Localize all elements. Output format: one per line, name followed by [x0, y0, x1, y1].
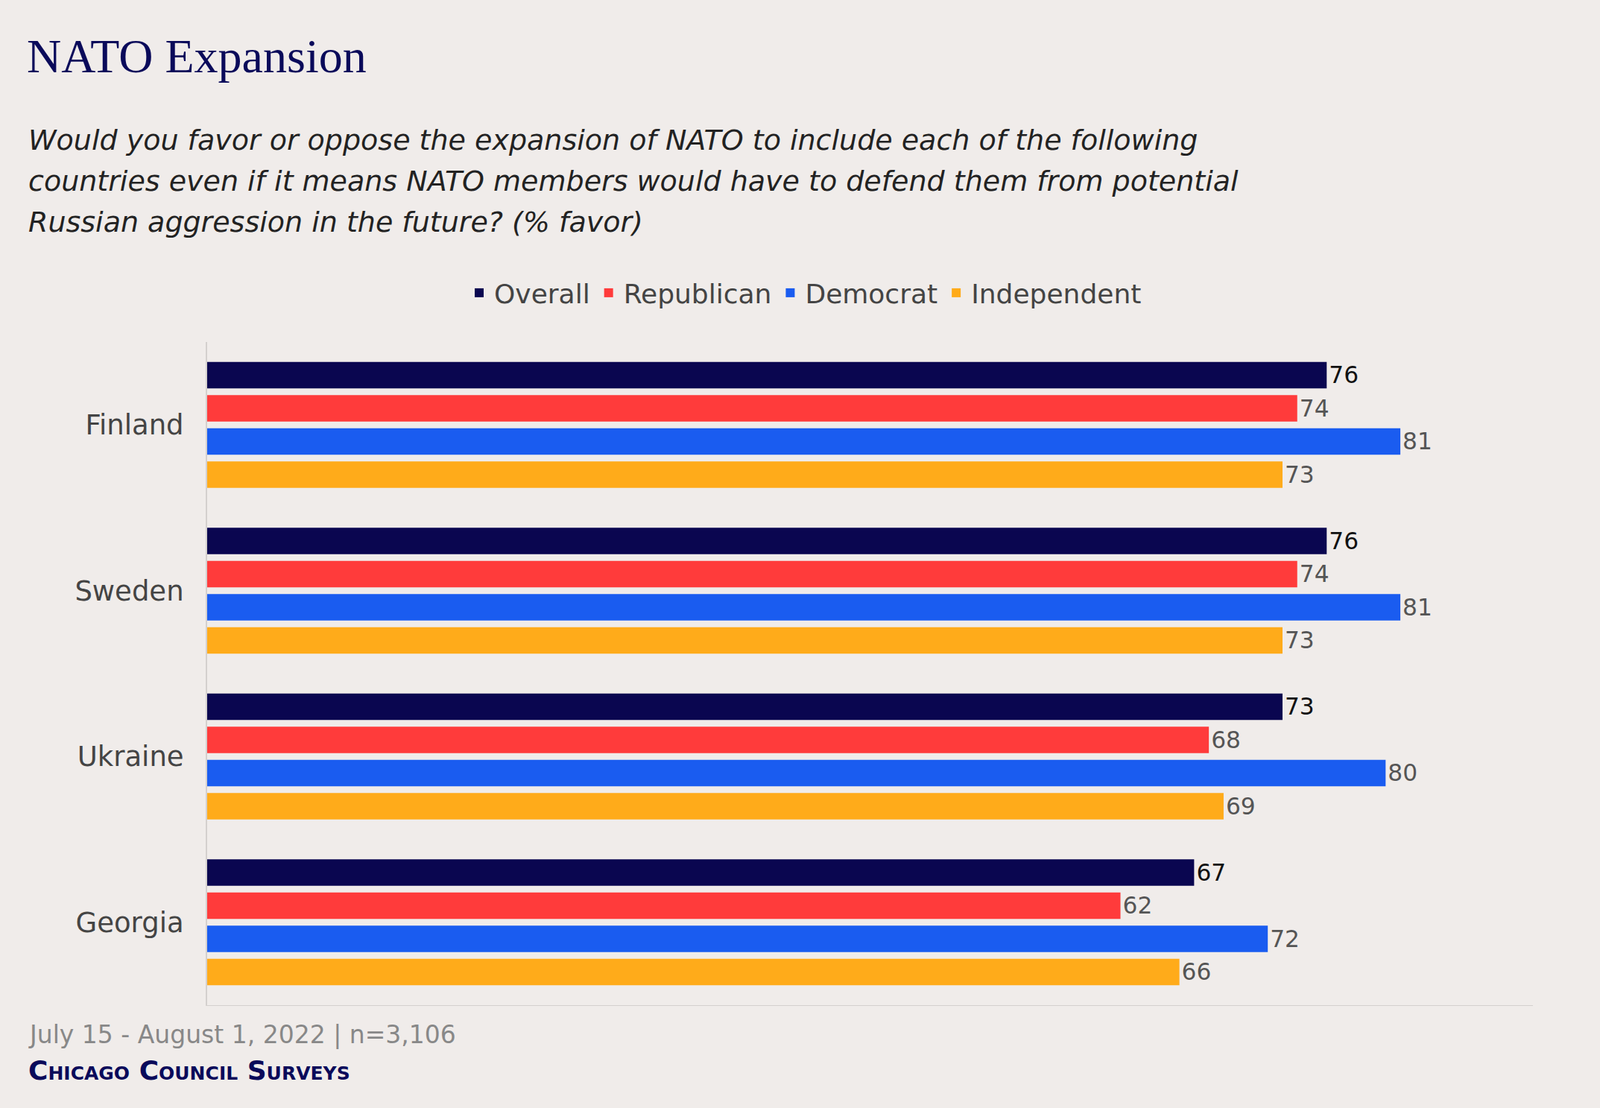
svg-text:74: 74 [1299, 394, 1330, 422]
svg-text:Chicago Council Surveys: Chicago Council Surveys [28, 1055, 351, 1086]
svg-text:Independent: Independent [971, 278, 1141, 310]
svg-text:67: 67 [1196, 859, 1226, 887]
svg-text:81: 81 [1402, 427, 1433, 455]
svg-text:80: 80 [1387, 759, 1418, 787]
svg-text:Russian aggression in the futu: Russian aggression in the future? (% fav… [28, 205, 644, 239]
svg-text:Overall: Overall [494, 278, 591, 310]
svg-text:Finland: Finland [84, 409, 184, 442]
svg-text:76: 76 [1328, 361, 1359, 389]
svg-text:62: 62 [1123, 892, 1153, 919]
svg-text:69: 69 [1225, 792, 1256, 820]
svg-text:July 15 - August 1, 2022 | n=3: July 15 - August 1, 2022 | n=3,106 [28, 1020, 457, 1050]
svg-text:73: 73 [1284, 626, 1315, 654]
svg-text:74: 74 [1299, 560, 1330, 588]
svg-text:Democrat: Democrat [804, 278, 938, 310]
svg-text:68: 68 [1210, 726, 1241, 754]
svg-text:Would you favor or oppose the: Would you favor or oppose the expansion … [28, 123, 1198, 157]
svg-text:Georgia: Georgia [76, 906, 185, 939]
svg-text:Republican: Republican [623, 278, 773, 310]
svg-text:72: 72 [1269, 925, 1300, 953]
svg-text:76: 76 [1328, 527, 1359, 555]
svg-text:Ukraine: Ukraine [77, 740, 185, 773]
svg-text:81: 81 [1402, 593, 1433, 621]
svg-text:countries even if it means NAT: countries even if it means NATO members … [28, 164, 1239, 198]
svg-text:66: 66 [1181, 958, 1212, 986]
svg-text:73: 73 [1284, 693, 1315, 720]
svg-text:NATO Expansion: NATO Expansion [26, 29, 367, 83]
svg-text:Sweden: Sweden [74, 575, 184, 608]
svg-text:73: 73 [1284, 461, 1315, 489]
